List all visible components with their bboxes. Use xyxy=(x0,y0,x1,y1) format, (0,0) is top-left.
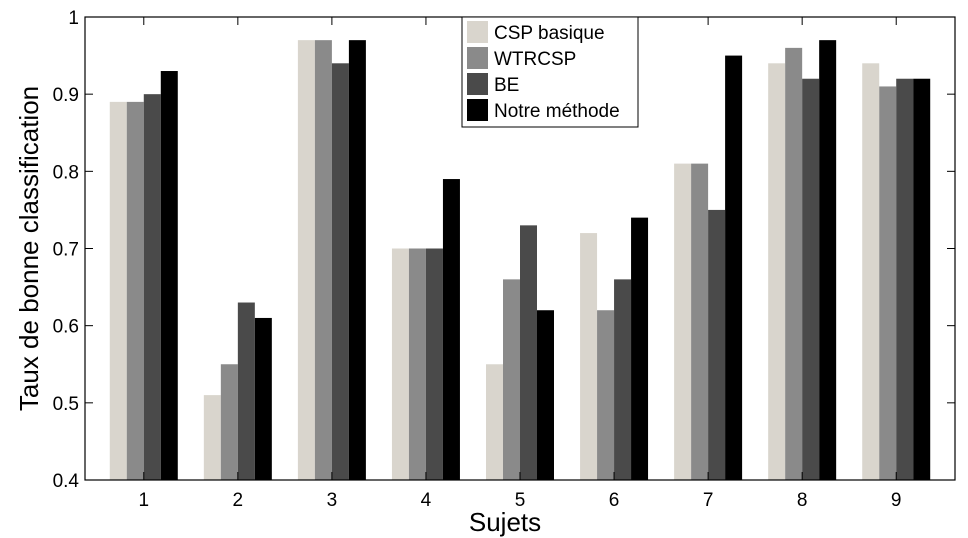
bar-subject-5-series-1 xyxy=(486,364,503,480)
bar-subject-5-series-4 xyxy=(537,310,554,480)
legend-label: WTRCSP xyxy=(494,49,576,70)
y-tick-label: 0.9 xyxy=(53,85,79,106)
x-tick-label: 7 xyxy=(703,490,714,511)
bar-subject-3-series-1 xyxy=(297,40,315,481)
y-tick-label: 0.5 xyxy=(53,394,79,415)
bar-subject-1-series-4 xyxy=(160,71,178,481)
y-axis-label: Taux de bonne classification xyxy=(14,86,44,411)
bar-subject-4-series-4 xyxy=(442,179,460,481)
bar-subject-2-series-3 xyxy=(237,302,255,480)
bar-subject-6-series-2 xyxy=(597,310,615,480)
legend-swatch xyxy=(467,73,488,95)
bar-subject-9-series-3 xyxy=(896,78,914,480)
y-tick-label: 0.6 xyxy=(53,317,79,338)
bar-subject-8-series-1 xyxy=(768,63,786,481)
x-tick-label: 3 xyxy=(327,490,338,511)
bar-subject-1-series-3 xyxy=(143,94,161,481)
legend-label: BE xyxy=(494,75,519,96)
bar-subject-4-series-2 xyxy=(408,248,426,480)
bar-subject-2-series-1 xyxy=(203,395,221,480)
bar-subject-5-series-3 xyxy=(520,225,537,480)
y-tick-label: 0.7 xyxy=(53,240,79,261)
x-tick-label: 9 xyxy=(891,490,902,511)
y-tick-label: 0.8 xyxy=(53,162,79,183)
bar-subject-9-series-4 xyxy=(913,78,931,480)
bar-subject-3-series-2 xyxy=(314,40,332,481)
bars-group xyxy=(109,40,931,481)
bar-subject-3-series-4 xyxy=(348,40,366,481)
bar-subject-9-series-1 xyxy=(862,63,880,481)
x-tick-label: 8 xyxy=(797,490,808,511)
bar-subject-7-series-1 xyxy=(674,163,692,480)
bar-subject-6-series-1 xyxy=(580,233,598,480)
x-tick-label: 4 xyxy=(421,490,432,511)
bar-subject-2-series-4 xyxy=(254,317,272,480)
bar-subject-8-series-4 xyxy=(819,40,837,481)
bar-subject-3-series-3 xyxy=(331,63,349,481)
legend-box xyxy=(461,16,639,128)
bar-subject-4-series-3 xyxy=(425,248,443,480)
bar-subject-8-series-2 xyxy=(785,47,803,480)
bar-subject-7-series-3 xyxy=(708,209,726,480)
bar-subject-9-series-2 xyxy=(879,86,897,480)
bar-subject-4-series-1 xyxy=(391,248,409,480)
bar-subject-1-series-2 xyxy=(126,101,144,480)
legend: CSP basique WTRCSP BE Notre méthode xyxy=(461,16,639,128)
bar-subject-6-series-3 xyxy=(614,279,632,480)
x-tick-label: 6 xyxy=(609,490,620,511)
x-tick-label: 2 xyxy=(233,490,244,511)
bar-subject-7-series-2 xyxy=(691,163,709,480)
y-tick-label: 0.4 xyxy=(53,471,80,492)
axis-ticks: 0.4 0.5 0.6 0.7 0.8 0.9 1 1 2 3 4 5 6 7 8 9 xyxy=(53,8,955,511)
bar-subject-7-series-4 xyxy=(725,55,743,480)
legend-swatch xyxy=(467,47,488,69)
bar-subject-5-series-2 xyxy=(503,279,520,480)
legend-label: Notre méthode xyxy=(494,101,620,122)
legend-label: CSP basique xyxy=(494,23,605,44)
bar-subject-8-series-3 xyxy=(802,78,820,480)
x-tick-label: 1 xyxy=(138,490,149,511)
bar-subject-1-series-1 xyxy=(109,101,127,480)
x-axis-label: Sujets xyxy=(469,507,541,537)
bar-subject-2-series-2 xyxy=(220,364,238,480)
legend-swatch xyxy=(467,21,488,43)
x-tick-label: 5 xyxy=(515,490,526,511)
bar-subject-6-series-4 xyxy=(631,217,649,480)
y-tick-label: 1 xyxy=(68,8,79,29)
legend-swatch xyxy=(467,99,488,121)
